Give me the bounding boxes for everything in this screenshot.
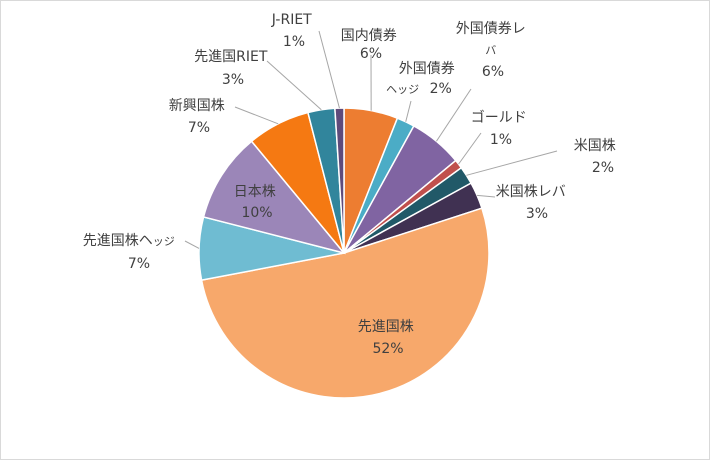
label-line-2: バ: [485, 44, 496, 57]
slice-label-foreign-bond-hedged: 外国債券 ヘッジ 2%: [386, 61, 459, 97]
label-line-1b: ッジ: [153, 235, 175, 248]
label-line-1: 先進国株ヘ: [83, 233, 153, 249]
slice-label-developed-stock: 先進国株 52%: [358, 319, 418, 357]
leader-line-9: [234, 106, 279, 125]
leader-line-7: [184, 240, 200, 249]
slice-label-developed-stock-hedged: 先進国株ヘッジ 7%: [83, 233, 179, 272]
slice-label-gold: ゴールド 1%: [471, 109, 531, 148]
slice-label-emerging-stock: 新興国株 7%: [169, 98, 229, 136]
slice-label-us-stock: 米国株 2%: [574, 138, 620, 176]
slice-label-foreign-bond-leveraged: 外国債券レ バ 6%: [456, 21, 530, 80]
leader-line-3: [458, 132, 482, 165]
leader-line-5: [477, 194, 496, 198]
leader-line-11: [318, 30, 340, 109]
leader-line-1: [405, 100, 412, 122]
label-line-2: ヘッジ: [386, 83, 419, 96]
slice-label-domestic-bond: 国内債券 6%: [341, 28, 401, 62]
slice-label-developed-reit: 先進国RIET 3%: [194, 49, 272, 88]
leader-line-4: [466, 150, 558, 176]
label-line-1: 外国債券: [399, 61, 455, 77]
leader-lines: [184, 30, 558, 249]
pie-slices: [198, 107, 490, 399]
leader-line-2: [436, 88, 472, 142]
slice-label-us-stock-leveraged: 米国株レバ 3%: [496, 184, 570, 222]
pie-slice-8: [202, 140, 347, 255]
label-line-1: 外国債券レ: [456, 21, 526, 37]
leader-line-10: [266, 60, 322, 111]
slice-label-japan-stock: 日本株 10%: [234, 184, 280, 221]
slice-label-j-reit: J-RIET 1%: [271, 12, 316, 50]
pie-slice-6: [200, 207, 490, 399]
